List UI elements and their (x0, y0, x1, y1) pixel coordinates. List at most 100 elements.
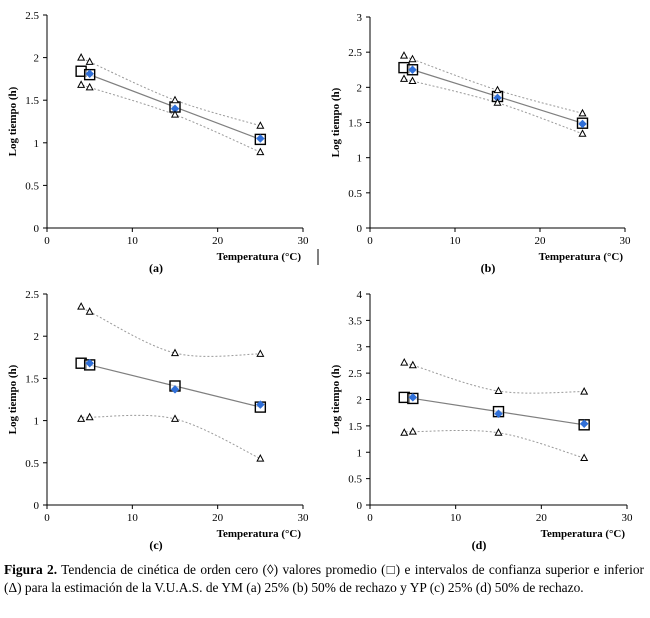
chart-c-x-tick-label: 0 (44, 512, 50, 524)
chart-b-y-tick-label: 3 (357, 12, 363, 24)
chart-b-ci-triangle-point (578, 129, 587, 137)
chart-a-panel-label: (a) (149, 261, 163, 275)
chart-b-zero-order-diamond-point (578, 119, 587, 129)
chart-a-lower-ci-curve (79, 83, 261, 153)
chart-d-y-tick-label: 1 (357, 447, 363, 459)
chart-b-y-tick-label: 1 (357, 153, 363, 165)
chart-c-x-tick-label: 20 (212, 512, 224, 524)
chart-c-y-tick-label: 0 (34, 500, 40, 512)
chart-a-x-tick-label: 20 (212, 235, 224, 247)
chart-b-y-tick-label: 1.5 (348, 118, 362, 130)
chart-c: 0 10 20 30 0 0.5 1 1.5 2 2.5 Temperatura (°C) Log t… (7, 289, 309, 552)
chart-a-ci-triangle-point (77, 53, 86, 61)
chart-c-zero-order-diamond-point (170, 385, 180, 394)
chart-b-x-tick-label: 20 (535, 235, 547, 247)
chart-a-ci-triangle-point (85, 57, 94, 65)
chart-c-y-tick-label: 1.5 (25, 373, 39, 385)
chart-d-ci-triangle-point (400, 358, 409, 366)
chart-c-upper-ci-curve (79, 306, 261, 357)
chart-d-x-tick-label: 10 (450, 512, 462, 524)
chart-b-x-tick-label: 30 (620, 235, 632, 247)
chart-d-x-axis-label: Temperatura (°C) (541, 528, 626, 540)
chart-a-ci-triangle-point (170, 110, 180, 118)
chart-c-x-tick-label: 10 (127, 512, 139, 524)
chart-d-x-tick-label: 0 (367, 512, 373, 524)
chart-d-y-tick-label: 1.5 (348, 421, 362, 433)
chart-c-x-axis-label: Temperatura (°C) (217, 528, 302, 540)
chart-d-zero-order-diamond-point (494, 409, 503, 419)
chart-d-ci-triangle-point (408, 360, 417, 369)
chart-b-x-tick-label: 0 (367, 235, 373, 247)
chart-c-ci-triangle-point (85, 307, 94, 315)
chart-b-upper-ci-curve (402, 55, 583, 114)
chart-b-ci-triangle-point (493, 98, 502, 106)
chart-c-y-axis-label: Log tiempo (h) (7, 364, 19, 434)
chart-d-upper-ci-curve (402, 361, 585, 394)
chart-a-x-tick-label: 0 (44, 235, 50, 247)
chart-b-y-axis-label: Log tiempo (h) (330, 87, 342, 157)
chart-d-zero-order-diamond-point (408, 393, 418, 402)
chart-a-ci-triangle-point (85, 82, 94, 91)
chart-d-x-tick-label: 20 (536, 512, 548, 524)
chart-a-y-tick-label: 1 (34, 138, 40, 150)
chart-d-ci-triangle-point (494, 428, 503, 436)
chart-c-panel-label: (c) (149, 538, 162, 552)
chart-b-y-tick-label: 2 (357, 82, 363, 94)
chart-b-ci-triangle-point (493, 85, 502, 94)
chart-d-lower-ci-curve (402, 429, 585, 459)
chart-c-lower-ci-curve (79, 414, 261, 460)
chart-c-ci-triangle-point (77, 414, 86, 422)
chart-b-ci-triangle-point (399, 51, 409, 59)
chart-b-y-tick-label: 2.5 (348, 47, 362, 59)
chart-a-y-tick-label: 0.5 (25, 180, 39, 192)
chart-b-ci-triangle-point (408, 54, 417, 63)
chart-d-y-tick-label: 0 (357, 500, 363, 512)
chart-c-zero-order-diamond-point (85, 358, 95, 368)
chart-c-y-tick-label: 2.5 (25, 289, 39, 301)
chart-a-upper-ci-curve (79, 56, 261, 127)
chart-b: 0 10 20 30 0 0.5 1 1.5 2 2.5 3 Temperatura (°C) Log … (330, 12, 631, 275)
chart-b-x-tick-label: 10 (450, 235, 462, 247)
chart-b-ci-triangle-point (578, 108, 587, 117)
chart-b-y-tick-label: 0 (357, 223, 363, 235)
chart-b-x-axis-label: Temperatura (°C) (539, 251, 624, 263)
chart-a-zero-order-diamond-point (85, 69, 95, 79)
chart-a-y-tick-label: 2 (34, 53, 40, 65)
chart-a: 0 10 20 30 0 0.5 1 1.5 2 2.5 Temperatura (°C) Log t… (7, 10, 309, 275)
chart-a-ci-triangle-point (77, 80, 86, 88)
caption-label: Figura 2. (4, 562, 58, 577)
chart-b-y-tick-label: 0.5 (348, 188, 362, 200)
chart-d-x-tick-label: 30 (622, 512, 634, 524)
chart-c-y-tick-label: 1 (34, 416, 40, 428)
chart-d-ci-triangle-point (580, 453, 589, 462)
chart-a-ci-triangle-point (256, 147, 265, 156)
chart-b-ci-triangle-point (408, 76, 417, 85)
chart-d-ci-triangle-point (494, 386, 503, 395)
caption-text: Tendencia de cinética de orden cero (◊) … (4, 562, 644, 595)
chart-d-y-tick-label: 2 (357, 395, 363, 407)
chart-c-y-tick-label: 0.5 (25, 458, 39, 470)
chart-a-x-axis-label: Temperatura (°C) (217, 251, 302, 263)
chart-c-x-tick-label: 30 (298, 512, 310, 524)
chart-a-ci-triangle-point (170, 95, 180, 104)
chart-c-ci-triangle-point (170, 348, 180, 357)
chart-d: 0 10 20 30 0 0.5 1 1.5 2 2.5 3 3.5 4 Temperatura (°C)… (330, 289, 633, 552)
chart-d-y-tick-label: 0.5 (348, 474, 362, 486)
chart-d-y-tick-label: 4 (357, 289, 363, 301)
chart-d-ci-triangle-point (400, 428, 409, 436)
chart-a-y-tick-label: 2.5 (25, 10, 39, 22)
chart-c-ci-triangle-point (170, 414, 180, 422)
chart-b-zero-order-diamond-point (408, 65, 417, 75)
chart-c-y-tick-label: 2 (34, 331, 40, 343)
chart-d-y-tick-label: 2.5 (348, 368, 362, 380)
chart-c-ci-triangle-point (256, 454, 265, 462)
chart-d-y-axis-label: Log tiempo (h) (330, 364, 342, 434)
chart-a-zero-order-diamond-point (255, 134, 265, 143)
chart-a-y-axis-label: Log tiempo (h) (7, 86, 19, 156)
chart-d-ci-triangle-point (580, 387, 589, 395)
chart-d-y-tick-label: 3.5 (348, 315, 362, 327)
chart-c-ci-triangle-point (77, 302, 86, 310)
chart-a-x-tick-label: 30 (298, 235, 310, 247)
chart-c-ci-triangle-point (256, 349, 265, 357)
